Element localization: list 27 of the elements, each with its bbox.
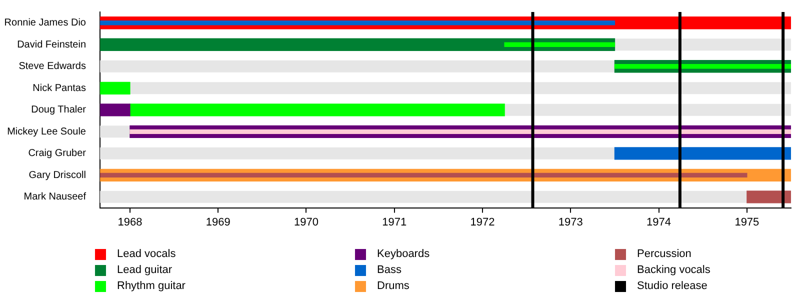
y-tick-label: Craig Gruber (28, 148, 87, 160)
x-tick-label: 1968 (118, 216, 142, 228)
y-tick-label: Mickey Lee Soule (7, 126, 86, 138)
y-tick-label: Nick Pantas (32, 82, 86, 94)
legend-label: Lead vocals (117, 248, 176, 260)
y-tick-label: Steve Edwards (18, 61, 86, 72)
y-tick-label: Doug Thaler (31, 104, 87, 116)
x-tick-label: 1971 (382, 216, 407, 228)
x-tick-label: 1974 (646, 216, 672, 228)
x-tick-label: 1972 (470, 216, 495, 228)
legend-label: Percussion (637, 248, 692, 260)
y-tick-label: Gary Driscoll (28, 170, 86, 181)
x-tick-label: 1969 (206, 216, 230, 228)
y-tick-label: Mark Nauseef (24, 192, 86, 203)
legend-label: Backing vocals (637, 264, 710, 276)
bar (100, 104, 130, 116)
legend-label: Keyboards (377, 248, 430, 260)
y-tick-label: David Feinstein (17, 39, 86, 50)
legend-label: Studio release (637, 280, 708, 292)
x-tick-label: 1973 (558, 216, 583, 228)
x-tick-label: 1970 (294, 216, 318, 228)
legend-label: Bass (377, 264, 402, 276)
legend-label: Lead guitar (117, 264, 172, 276)
legend-label: Rhythm guitar (117, 280, 186, 292)
legend-label: Drums (377, 280, 410, 292)
y-tick-label: Ronnie James Dio (4, 18, 86, 29)
x-tick-label: 1975 (734, 216, 760, 228)
